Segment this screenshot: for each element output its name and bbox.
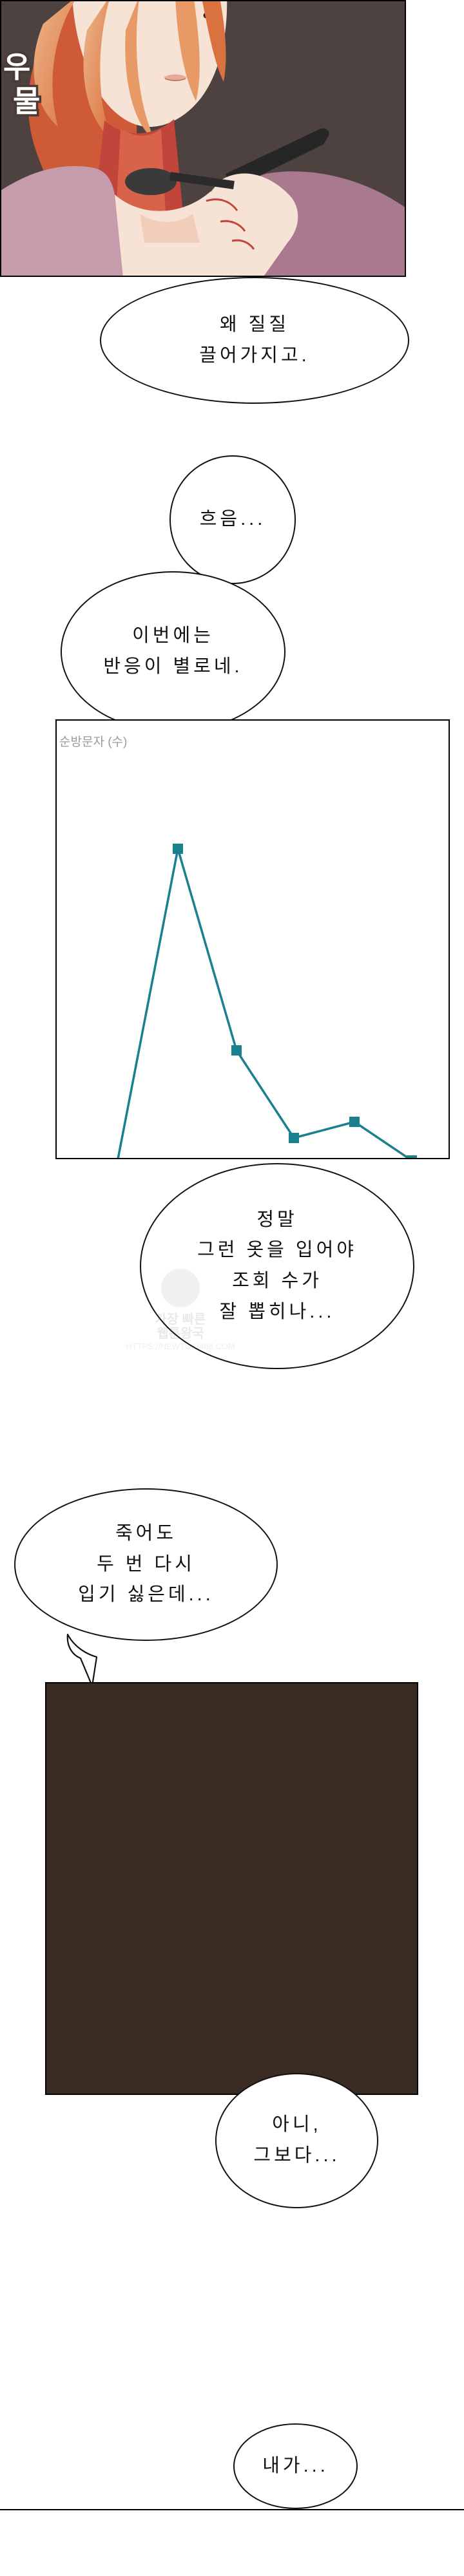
svg-text:우: 우: [3, 50, 30, 84]
svg-text:웹툰왕국: 웹툰왕국: [157, 1326, 204, 1341]
svg-text:가장 빠른: 가장 빠른: [155, 1312, 206, 1327]
svg-text:물: 물: [13, 84, 39, 118]
svg-text:HTTPS://NEWTOKI468.COM: HTTPS://NEWTOKI468.COM: [126, 1341, 235, 1349]
